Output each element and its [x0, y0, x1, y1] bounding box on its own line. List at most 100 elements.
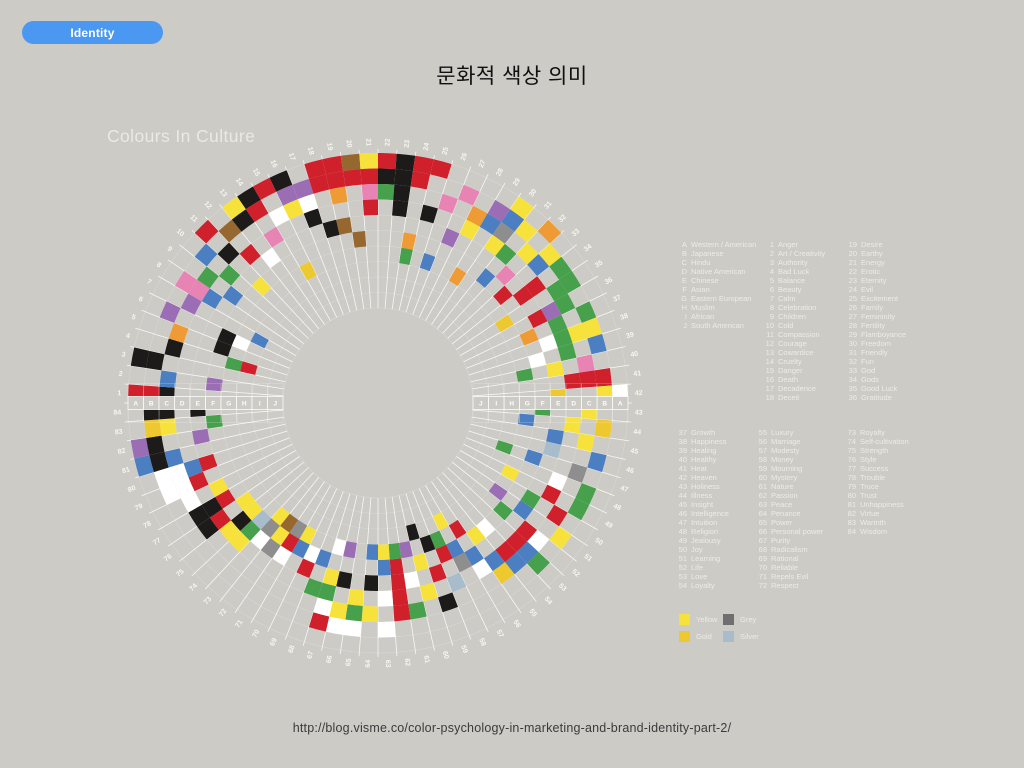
wheel-cell: [579, 370, 597, 388]
legend-row: 68 Radicalism: [758, 545, 808, 554]
wheel-cell: [492, 562, 515, 584]
ring-letter: I: [495, 400, 497, 407]
wheel-cell: [392, 200, 409, 218]
wheel-cell: [459, 219, 480, 241]
spoke-number: 20: [345, 140, 353, 149]
spoke-number: 25: [441, 146, 450, 155]
legend-row: 21 Energy: [848, 258, 885, 267]
legend-row: 77 Success: [847, 464, 889, 473]
legend-row: 69 Rational: [758, 554, 799, 563]
wheel-cell: [393, 604, 411, 622]
wheel-cell: [567, 498, 590, 521]
spoke-number: 81: [121, 466, 130, 475]
legend-row: F Asian: [682, 285, 710, 294]
wheel-cell: [268, 205, 290, 227]
legend-row: 8 Celebration: [769, 303, 817, 312]
wheel-cell: [213, 339, 232, 357]
wheel-cell: [343, 619, 362, 637]
legend-row: 42 Heaven: [678, 473, 717, 482]
spoke-number: 9: [166, 246, 173, 254]
wheel-cell: [180, 293, 202, 315]
wheel-cell: [325, 616, 346, 635]
wheel-cell: [495, 440, 514, 455]
wheel-cell: [517, 413, 535, 427]
wheel-cell: [378, 590, 394, 607]
legend-row: 14 Cruelty: [765, 357, 802, 366]
legend-row: 13 Cowardice: [765, 348, 814, 357]
wheel-cell: [483, 234, 505, 257]
wheel-cell: [201, 497, 223, 518]
legend-row: 83 Warmth: [847, 518, 886, 527]
wheel-cell: [314, 549, 332, 568]
ring-letter: F: [541, 400, 545, 407]
spoke-number: 45: [630, 448, 639, 456]
spoke-number: 36: [604, 276, 614, 286]
source-url: http://blog.visme.co/color-psychology-in…: [292, 721, 732, 735]
wheel-cell: [430, 159, 452, 179]
legend-row: 55 Luxury: [758, 428, 794, 437]
wheel-cell: [527, 529, 550, 552]
wheel-cell: [567, 322, 588, 344]
wheel-cell: [360, 168, 378, 185]
ring-letter: G: [226, 400, 231, 407]
spoke-number: 76: [163, 553, 174, 563]
wheel-cell: [516, 541, 539, 564]
wheel-cell: [303, 578, 323, 598]
legend-row: 37 Growth: [678, 428, 716, 437]
wheel-cell: [325, 171, 346, 190]
spoke-number: 48: [612, 503, 622, 513]
wheel-cell: [494, 314, 514, 333]
spoke-number: 69: [269, 637, 279, 647]
wheel-cell: [540, 301, 562, 322]
wheel-cell: [394, 169, 413, 187]
legend-row: 18 Deceit: [765, 393, 800, 402]
wheel-cell: [563, 372, 581, 389]
identity-badge[interactable]: Identity: [22, 21, 163, 44]
wheel-cell: [547, 471, 568, 492]
spoke-number: 75: [175, 568, 186, 578]
legend-row: 40 Healthy: [678, 455, 717, 464]
spoke-number: 13: [218, 188, 228, 199]
legend-row: 78 Trouble: [847, 473, 886, 482]
spoke-number: 17: [287, 152, 296, 162]
spoke-number: 12: [202, 200, 212, 211]
wheel-cell: [495, 265, 516, 286]
wheel-cell: [153, 467, 175, 489]
legend-row: 34 Gods: [848, 375, 879, 384]
spoke-number: 28: [495, 167, 505, 177]
wheel-cell: [205, 414, 223, 429]
spoke-number: 80: [127, 485, 137, 494]
wheel-cell: [164, 338, 184, 358]
wheel-cell: [448, 267, 467, 287]
wheel-cell: [458, 184, 480, 206]
wheel-cell: [146, 435, 165, 456]
ring-letter: H: [509, 400, 514, 407]
wheel-cell: [218, 520, 241, 542]
spoke-number: 41: [633, 370, 642, 378]
spoke-number: 18: [306, 146, 315, 155]
spoke-number: 29: [512, 177, 522, 187]
spoke-number: 49: [603, 520, 613, 530]
legend-row: 84 Wisdom: [847, 527, 888, 536]
wheel-cell: [390, 573, 407, 591]
legend-row: 60 Mystery: [758, 473, 798, 482]
wheel-cell: [217, 242, 240, 265]
legend-row: 17 Decadence: [765, 384, 816, 393]
spoke-number: 5: [130, 314, 136, 322]
wheel-cell: [308, 612, 330, 632]
wheel-cell: [575, 301, 597, 323]
wheel-cell: [576, 433, 595, 452]
ring-letter: B: [602, 400, 607, 407]
spoke-number: 77: [152, 537, 162, 547]
wheel-cell: [159, 483, 181, 505]
spoke-number: 73: [203, 596, 213, 607]
spoke-number: 10: [175, 228, 186, 238]
legend-row: 46 Intelligence: [678, 509, 729, 518]
wheel-cell: [260, 537, 281, 559]
color-swatch: [679, 614, 690, 625]
spoke-number: 47: [619, 485, 629, 494]
legend-row: 24 Evil: [848, 285, 874, 294]
wheel-cell: [217, 328, 237, 346]
legend-row: 44 Illness: [678, 491, 713, 500]
wheel-cell: [188, 504, 210, 527]
